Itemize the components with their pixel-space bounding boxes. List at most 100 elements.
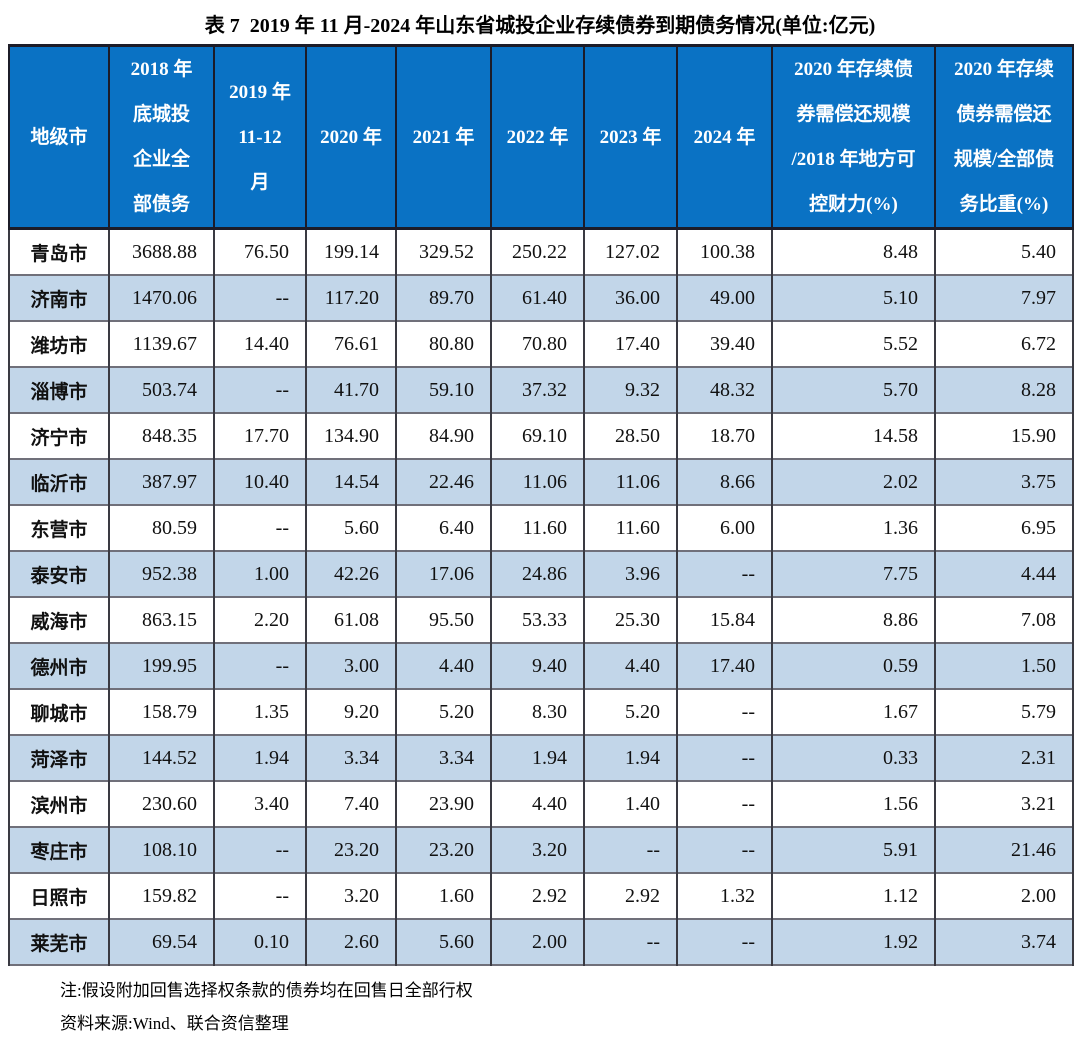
table-row: 滨州市 230.60 3.40 7.40 23.90 4.40 1.40 -- 1.56 3.21 bbox=[8, 781, 1074, 827]
table-title: 表 7 2019 年 11 月-2024 年山东省城投企业存续债券到期债务情况(… bbox=[204, 15, 876, 37]
table-row: 济南市 1470.06 -- 117.20 89.70 61.40 36.00 49.00 5.… bbox=[8, 275, 1074, 321]
value-cell: 1.67 bbox=[771, 689, 936, 735]
value-cell: 1.35 bbox=[213, 689, 307, 735]
city-cell: 枣庄市 bbox=[8, 827, 110, 873]
value-cell: 1470.06 bbox=[108, 275, 215, 321]
value-cell: 158.79 bbox=[108, 689, 215, 735]
city-cell: 泰安市 bbox=[8, 551, 110, 597]
value-cell: 117.20 bbox=[305, 275, 397, 321]
table-row: 聊城市 158.79 1.35 9.20 5.20 8.30 5.20 -- 1.67 5.79 bbox=[8, 689, 1074, 735]
value-cell: 2.00 bbox=[490, 919, 585, 965]
value-cell: 5.91 bbox=[771, 827, 936, 873]
value-cell: 76.61 bbox=[305, 321, 397, 367]
value-cell: 5.60 bbox=[305, 505, 397, 551]
value-cell: 5.10 bbox=[771, 275, 936, 321]
city-cell: 东营市 bbox=[8, 505, 110, 551]
value-cell: 503.74 bbox=[108, 367, 215, 413]
value-cell: 6.40 bbox=[395, 505, 492, 551]
value-cell: -- bbox=[676, 735, 773, 781]
value-cell: 1.94 bbox=[213, 735, 307, 781]
value-cell: 76.50 bbox=[213, 228, 307, 275]
table-row: 菏泽市 144.52 1.94 3.34 3.34 1.94 1.94 -- 0.33 2.31 bbox=[8, 735, 1074, 781]
value-cell: 3.40 bbox=[213, 781, 307, 827]
column-header-3: 2020 年 bbox=[305, 45, 397, 229]
value-cell: 17.70 bbox=[213, 413, 307, 459]
value-cell: -- bbox=[583, 919, 678, 965]
column-header-8: 2020 年存续债 券需偿还规模 /2018 年地方可 控财力(%) bbox=[771, 45, 936, 229]
city-cell: 青岛市 bbox=[8, 228, 110, 275]
value-cell: 61.08 bbox=[305, 597, 397, 643]
header-row: 地级市 2018 年 底城投 企业全 部债务 2019 年 11-12 月 2020 … bbox=[8, 45, 1074, 229]
value-cell: 89.70 bbox=[395, 275, 492, 321]
value-cell: 952.38 bbox=[108, 551, 215, 597]
value-cell: 49.00 bbox=[676, 275, 773, 321]
table-footnotes: 注:假设附加回售选择权条款的债券均在回售日全部行权 资料来源:Wind、联合资信… bbox=[60, 974, 1080, 1037]
table-row: 淄博市 503.74 -- 41.70 59.10 37.32 9.32 48.32 5.70 8… bbox=[8, 367, 1074, 413]
value-cell: 11.60 bbox=[490, 505, 585, 551]
value-cell: 6.00 bbox=[676, 505, 773, 551]
city-cell: 济宁市 bbox=[8, 413, 110, 459]
value-cell: 1.94 bbox=[490, 735, 585, 781]
value-cell: 61.40 bbox=[490, 275, 585, 321]
table-row: 济宁市 848.35 17.70 134.90 84.90 69.10 28.50 18.70… bbox=[8, 413, 1074, 459]
value-cell: 3.20 bbox=[305, 873, 397, 919]
value-cell: 199.95 bbox=[108, 643, 215, 689]
value-cell: 144.52 bbox=[108, 735, 215, 781]
value-cell: 9.20 bbox=[305, 689, 397, 735]
value-cell: 5.20 bbox=[395, 689, 492, 735]
value-cell: 6.95 bbox=[934, 505, 1074, 551]
value-cell: 100.38 bbox=[676, 228, 773, 275]
value-cell: 28.50 bbox=[583, 413, 678, 459]
value-cell: 3.75 bbox=[934, 459, 1074, 505]
table-row: 青岛市 3688.88 76.50 199.14 329.52 250.22 127.02 1… bbox=[8, 228, 1074, 275]
value-cell: 8.30 bbox=[490, 689, 585, 735]
value-cell: 1.00 bbox=[213, 551, 307, 597]
value-cell: 5.70 bbox=[771, 367, 936, 413]
value-cell: 863.15 bbox=[108, 597, 215, 643]
value-cell: 2.20 bbox=[213, 597, 307, 643]
column-header-4: 2021 年 bbox=[395, 45, 492, 229]
value-cell: 11.06 bbox=[583, 459, 678, 505]
column-header-7: 2024 年 bbox=[676, 45, 773, 229]
value-cell: 17.40 bbox=[676, 643, 773, 689]
value-cell: 6.72 bbox=[934, 321, 1074, 367]
value-cell: 199.14 bbox=[305, 228, 397, 275]
value-cell: 22.46 bbox=[395, 459, 492, 505]
city-cell: 济南市 bbox=[8, 275, 110, 321]
city-cell: 莱芜市 bbox=[8, 919, 110, 965]
value-cell: 2.00 bbox=[934, 873, 1074, 919]
value-cell: 48.32 bbox=[676, 367, 773, 413]
value-cell: 108.10 bbox=[108, 827, 215, 873]
value-cell: 37.32 bbox=[490, 367, 585, 413]
value-cell: 7.40 bbox=[305, 781, 397, 827]
value-cell: 11.60 bbox=[583, 505, 678, 551]
table-row: 威海市 863.15 2.20 61.08 95.50 53.33 25.30 15.84 8.… bbox=[8, 597, 1074, 643]
table-row: 日照市 159.82 -- 3.20 1.60 2.92 2.92 1.32 1.12 2.00 bbox=[8, 873, 1074, 919]
value-cell: 70.80 bbox=[490, 321, 585, 367]
value-cell: 41.70 bbox=[305, 367, 397, 413]
value-cell: 5.52 bbox=[771, 321, 936, 367]
value-cell: 42.26 bbox=[305, 551, 397, 597]
value-cell: 5.79 bbox=[934, 689, 1074, 735]
value-cell: 39.40 bbox=[676, 321, 773, 367]
city-cell: 德州市 bbox=[8, 643, 110, 689]
value-cell: 3.21 bbox=[934, 781, 1074, 827]
column-header-6: 2023 年 bbox=[583, 45, 678, 229]
value-cell: -- bbox=[676, 689, 773, 735]
value-cell: 15.84 bbox=[676, 597, 773, 643]
value-cell: -- bbox=[213, 827, 307, 873]
value-cell: 8.48 bbox=[771, 228, 936, 275]
value-cell: 9.32 bbox=[583, 367, 678, 413]
value-cell: 5.40 bbox=[934, 228, 1074, 275]
table-header: 地级市 2018 年 底城投 企业全 部债务 2019 年 11-12 月 2020 … bbox=[8, 45, 1074, 229]
city-cell: 威海市 bbox=[8, 597, 110, 643]
value-cell: -- bbox=[213, 643, 307, 689]
value-cell: 24.86 bbox=[490, 551, 585, 597]
value-cell: 5.60 bbox=[395, 919, 492, 965]
value-cell: 2.02 bbox=[771, 459, 936, 505]
assumption-note: 注:假设附加回售选择权条款的债券均在回售日全部行权 bbox=[60, 981, 473, 1000]
value-cell: 127.02 bbox=[583, 228, 678, 275]
value-cell: 8.66 bbox=[676, 459, 773, 505]
value-cell: 4.40 bbox=[490, 781, 585, 827]
value-cell: -- bbox=[676, 551, 773, 597]
